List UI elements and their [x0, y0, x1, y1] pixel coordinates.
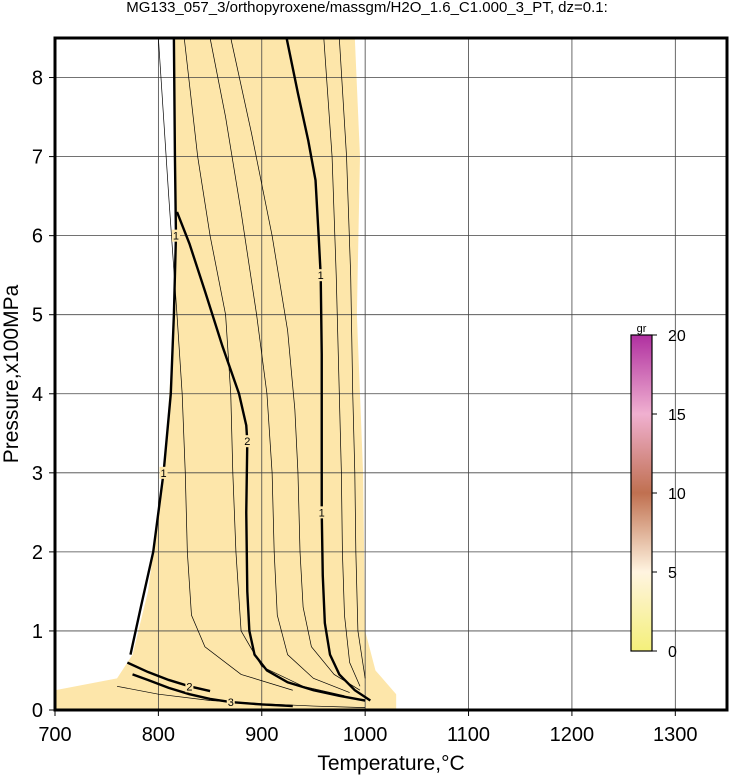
- x-tick-label: 700: [38, 724, 71, 746]
- x-tick-label: 1200: [550, 724, 595, 746]
- y-tick-label: 7: [32, 147, 43, 169]
- contour-label-bg: [316, 269, 325, 282]
- y-tick-label: 4: [32, 384, 43, 406]
- x-tick-label: 1100: [447, 724, 490, 746]
- y-tick-label: 2: [32, 542, 43, 564]
- thin-contour: [183, 37, 345, 697]
- chart-title: MG133_057_3/orthopyroxene/massgm/H2O_1.6…: [126, 0, 608, 16]
- contour-label: 1: [160, 468, 166, 480]
- contour-label-bg: [317, 506, 326, 519]
- colorbar-tick-label: 20: [668, 328, 686, 345]
- contour-label-bg: [171, 229, 180, 242]
- contour-line: [132, 673, 293, 708]
- contour-line: [175, 211, 366, 702]
- contour-label: 1: [173, 231, 179, 243]
- contour-line: [129, 37, 178, 655]
- y-tick-label: 1: [32, 621, 43, 643]
- thin-contour: [338, 37, 366, 679]
- contour-label: 2: [186, 681, 192, 693]
- colorbar-label: gr: [637, 323, 647, 335]
- x-tick-label: 1000: [343, 724, 388, 746]
- stability-field: [55, 38, 397, 710]
- contour-label-bg: [243, 435, 252, 448]
- x-tick-label: 900: [245, 724, 278, 746]
- thin-contour: [323, 37, 361, 687]
- y-tick-label: 6: [32, 226, 43, 248]
- colorbar-tick-label: 5: [668, 565, 677, 582]
- colorbar-tick-label: 15: [668, 407, 686, 424]
- y-tick-label: 5: [32, 305, 43, 327]
- colorbar: [630, 334, 653, 652]
- thin-contour: [209, 37, 350, 693]
- x-tick-label: 800: [142, 724, 175, 746]
- contour-line: [126, 661, 211, 693]
- contour-label-bg: [226, 696, 235, 709]
- y-tick-label: 8: [32, 68, 43, 90]
- y-axis-label: Pressure,x100MPa: [0, 284, 23, 463]
- contour-label: 1: [319, 507, 325, 519]
- colorbar-tick-label: 10: [668, 486, 686, 503]
- colorbar-tick-label: 0: [668, 644, 677, 661]
- plot-frame: [53, 36, 729, 712]
- y-tick-label: 0: [32, 700, 43, 722]
- contour-label: 1: [318, 270, 324, 282]
- x-tick-label: 1300: [653, 724, 698, 746]
- contour-label-bg: [185, 680, 194, 693]
- thin-contour: [230, 37, 361, 691]
- contour-label: 2: [244, 436, 250, 448]
- thin-contour: [158, 37, 293, 691]
- contour-label: 3: [228, 697, 234, 709]
- y-tick-label: 3: [32, 463, 43, 485]
- contour-label-bg: [159, 466, 168, 479]
- contour-line: [285, 37, 371, 702]
- x-axis-label: Temperature,°C: [317, 752, 464, 775]
